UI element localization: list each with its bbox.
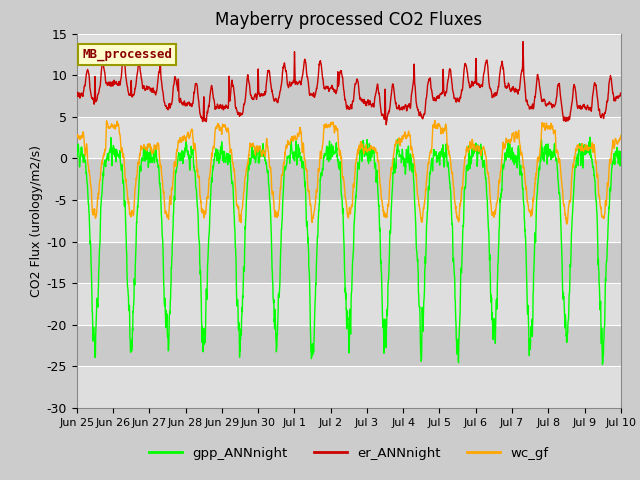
- Line: gpp_ANNnight: gpp_ANNnight: [77, 137, 621, 364]
- gpp_ANNnight: [569, 209, 577, 215]
- er_ANNnight: [617, 91, 625, 96]
- gpp_ANNnight: [617, 149, 625, 155]
- Legend: gpp_ANNnight, er_ANNnight, wc_gf: gpp_ANNnight, er_ANNnight, wc_gf: [143, 442, 554, 465]
- Bar: [77, 117, 621, 158]
- wc_gf: [584, 146, 592, 152]
- wc_gf: [617, 132, 625, 138]
- Bar: [77, 34, 621, 75]
- Bar: [77, 366, 621, 408]
- gpp_ANNnight: [365, 156, 372, 161]
- wc_gf: [431, 118, 438, 123]
- er_ANNnight: [365, 97, 372, 103]
- wc_gf: [376, 181, 384, 187]
- er_ANNnight: [73, 89, 81, 95]
- er_ANNnight: [584, 105, 592, 111]
- wc_gf: [225, 129, 232, 135]
- wc_gf: [507, 136, 515, 142]
- Bar: [77, 283, 621, 325]
- er_ANNnight: [519, 39, 527, 45]
- Bar: [77, 241, 621, 283]
- Line: wc_gf: wc_gf: [77, 120, 621, 224]
- er_ANNnight: [507, 88, 515, 94]
- Line: er_ANNnight: er_ANNnight: [77, 42, 621, 125]
- gpp_ANNnight: [376, 239, 384, 244]
- Bar: [77, 200, 621, 241]
- wc_gf: [563, 221, 571, 227]
- er_ANNnight: [570, 87, 577, 93]
- wc_gf: [73, 132, 81, 138]
- Title: Mayberry processed CO2 Fluxes: Mayberry processed CO2 Fluxes: [215, 11, 483, 29]
- gpp_ANNnight: [584, 148, 591, 154]
- gpp_ANNnight: [598, 361, 606, 367]
- Text: MB_processed: MB_processed: [82, 48, 172, 61]
- wc_gf: [570, 161, 577, 167]
- er_ANNnight: [376, 101, 384, 107]
- gpp_ANNnight: [73, 155, 81, 160]
- gpp_ANNnight: [586, 134, 594, 140]
- gpp_ANNnight: [507, 157, 515, 163]
- wc_gf: [365, 147, 372, 153]
- er_ANNnight: [382, 122, 390, 128]
- er_ANNnight: [225, 102, 232, 108]
- Y-axis label: CO2 Flux (urology/m2/s): CO2 Flux (urology/m2/s): [29, 145, 42, 297]
- Bar: [77, 158, 621, 200]
- gpp_ANNnight: [225, 151, 232, 156]
- Bar: [77, 325, 621, 366]
- Bar: [77, 75, 621, 117]
